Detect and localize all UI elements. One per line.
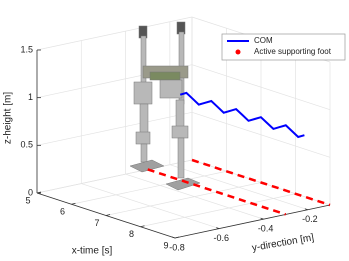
legend-box — [221, 33, 346, 61]
x-tick-label: 5 — [25, 195, 30, 205]
z-tick-label: 0.5 — [20, 140, 33, 150]
grid-line — [140, 193, 296, 228]
legend-swatch — [235, 49, 241, 55]
y-tick — [304, 208, 308, 211]
legend-label: COM — [254, 36, 273, 45]
x-tick-label: 6 — [60, 207, 65, 217]
z-axis-label: z-height [m] — [3, 92, 14, 144]
x-axis-label: x-time [s] — [72, 246, 113, 257]
axis-line — [174, 204, 331, 239]
legend-label: Active supporting foot — [254, 47, 332, 56]
y-axis-label: y-direction [m] — [251, 232, 315, 254]
data-layer — [147, 91, 331, 216]
x-tick — [140, 225, 145, 228]
x-tick-label: 7 — [94, 218, 99, 228]
grid-line — [71, 170, 227, 205]
grid-line — [36, 159, 193, 194]
y-tick-label: -0.2 — [302, 214, 318, 224]
robot-image — [129, 21, 201, 191]
grid-line — [36, 16, 193, 51]
legend: COM Active supporting foot — [221, 33, 346, 61]
z-tick-label: 0 — [28, 187, 33, 197]
x-tick-label: 8 — [129, 229, 134, 239]
x-tick — [174, 236, 180, 239]
x-tick-label: 9 — [163, 240, 168, 250]
z-tick-label: 1.5 — [20, 44, 33, 54]
y-tick-label: -0.4 — [258, 224, 274, 234]
y-tick-label: -0.6 — [214, 233, 230, 243]
y-tick-label: -0.8 — [169, 242, 185, 252]
com-line — [179, 91, 305, 139]
grid-line — [36, 111, 193, 146]
x-tick — [105, 214, 111, 216]
y-tick — [216, 227, 220, 229]
support-foot-line — [147, 158, 331, 216]
z-tick-label: 1 — [28, 92, 33, 102]
y-tick — [171, 236, 176, 239]
y-tick — [260, 217, 264, 220]
grid-layer: 0 0.5 1 1.5 5 6 7 8 9 -0.8 -0.6 -0.4 -0.2 — [20, 16, 331, 252]
x-tick — [71, 202, 76, 205]
x-tick — [36, 191, 42, 194]
grid-line — [105, 182, 262, 216]
